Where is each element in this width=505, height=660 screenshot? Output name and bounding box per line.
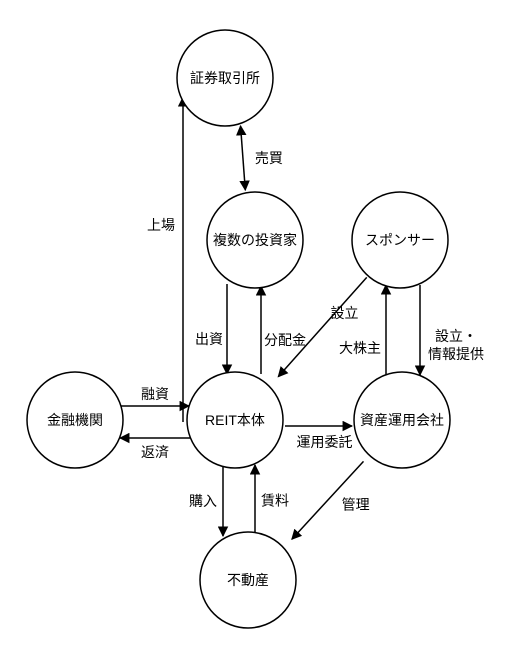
edge-establish (278, 277, 366, 376)
edge-buysell (241, 126, 246, 190)
node-sponsor: スポンサー (352, 192, 448, 288)
edge-label-invest: 出資 (195, 331, 223, 347)
edge-label-entrust: 運用委託 (297, 434, 353, 450)
node-label-financial: 金融機関 (47, 412, 103, 428)
node-label-reit: REIT本体 (205, 412, 265, 428)
node-financial: 金融機関 (27, 372, 123, 468)
edge-label-listing: 上場 (147, 217, 175, 233)
node-investors: 複数の投資家 (207, 192, 303, 288)
edge-label-repay: 返済 (141, 444, 169, 460)
edge-label-estinfo2: 情報提供 (428, 346, 484, 362)
node-reit: REIT本体 (187, 372, 283, 468)
edge-label-manage: 管理 (342, 496, 370, 512)
edge-label-finance: 融資 (141, 386, 169, 402)
edge-label-dividend: 分配金 (264, 332, 306, 348)
edge-label-establish: 設立 (331, 305, 359, 321)
edge-label-estinfo1: 設立・ (435, 328, 477, 344)
node-label-sponsor: スポンサー (365, 232, 435, 248)
node-label-investors: 複数の投資家 (213, 232, 297, 248)
edge-label-buysell: 売買 (255, 150, 283, 166)
edge-label-major: 大株主 (339, 340, 381, 356)
node-label-realestate: 不動産 (227, 572, 269, 588)
edge-label-purchase: 購入 (189, 493, 217, 509)
edge-label-rent: 賃料 (261, 493, 289, 509)
node-realestate: 不動産 (200, 532, 296, 628)
node-label-exchange: 証券取引所 (190, 70, 260, 86)
node-label-asset_mgr: 資産運用会社 (360, 412, 444, 428)
reit-structure-diagram: 売買上場出資 分配金 設立大株主 設立・情報提供融資返済 運用委託購入 賃料 管理 証券取引… (0, 0, 505, 660)
node-asset_mgr: 資産運用会社 (354, 372, 450, 468)
node-exchange: 証券取引所 (177, 30, 273, 126)
